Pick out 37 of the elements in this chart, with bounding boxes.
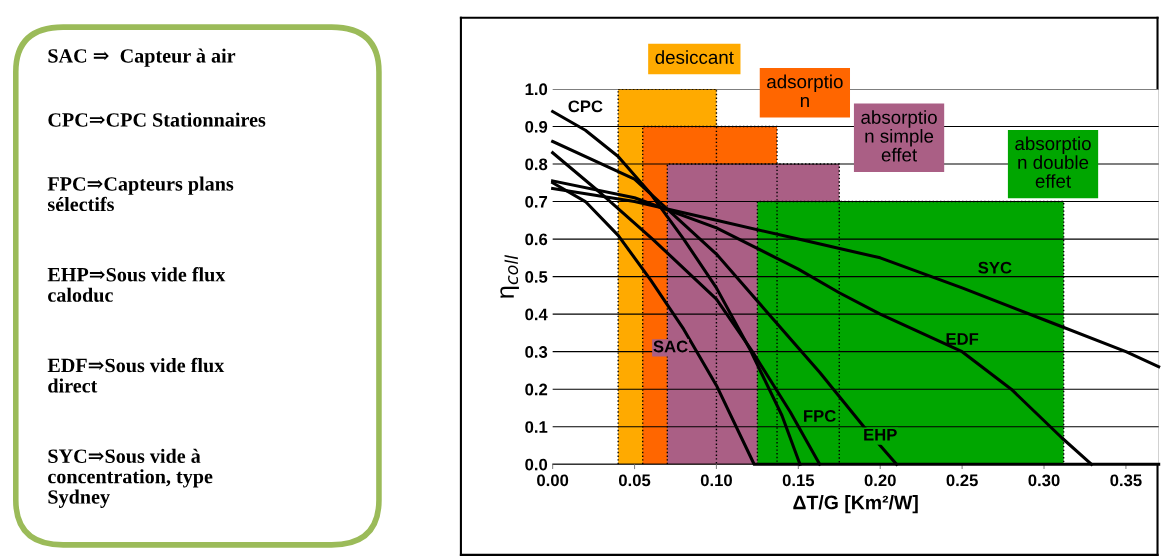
y-tick-label: 0.4 bbox=[525, 308, 548, 321]
y-axis-title: η$_{coll}$ bbox=[500, 255, 519, 298]
x-tick-label: 0.00 bbox=[537, 474, 569, 487]
text: SYC⇒Sous vide à concentration, type Sydney bbox=[48, 448, 213, 508]
series-label: CPC bbox=[568, 100, 603, 113]
y-tick-label: 0.9 bbox=[525, 120, 548, 133]
text: EDF⇒Sous vide flux direct bbox=[47, 357, 225, 393]
series-label: absorptio n simple effet bbox=[861, 110, 937, 162]
series-label: adsorptio n bbox=[767, 74, 843, 107]
series-label: SYC bbox=[978, 261, 1012, 274]
x-tick-label: 0.20 bbox=[864, 474, 896, 487]
y-tick-label: 0.3 bbox=[525, 346, 548, 358]
x-tick-label: 0.30 bbox=[1028, 474, 1060, 487]
series-label: EHP bbox=[864, 428, 897, 441]
x-tick-label: 0.10 bbox=[700, 474, 732, 487]
series-label: EDF bbox=[946, 333, 979, 345]
y-tick-label: 0.6 bbox=[525, 233, 548, 246]
y-tick-label: 0.5 bbox=[525, 271, 548, 283]
y-tick-label: 0.2 bbox=[525, 383, 548, 396]
text: SAC ⇒ Capteur à air bbox=[48, 48, 236, 67]
y-tick-label: 0.8 bbox=[525, 158, 548, 171]
text: EHP⇒Sous vide flux caloduc bbox=[47, 267, 226, 302]
series-label: absorptio n double effet bbox=[1015, 136, 1091, 188]
x-tick-label: 0.05 bbox=[618, 474, 651, 487]
y-tick-label: 0.7 bbox=[525, 195, 548, 208]
series-label: desiccant bbox=[655, 50, 734, 64]
y-tick-label: 0.1 bbox=[525, 421, 548, 433]
y-tick-label: 1.0 bbox=[525, 83, 548, 96]
series-label: FPC bbox=[804, 410, 836, 422]
text: FPC⇒Capteurs plans sélectifs bbox=[47, 176, 234, 212]
x-tick-label: 0.35 bbox=[1110, 474, 1142, 487]
series-label: SAC bbox=[653, 340, 688, 353]
x-axis-title: ΔT/G [Km²/W] bbox=[793, 495, 918, 514]
x-tick-label: 0.15 bbox=[782, 474, 815, 487]
text: CPC⇒CPC Stationnaires bbox=[48, 112, 266, 127]
x-tick-label: 0.25 bbox=[946, 474, 978, 487]
y-tick-label: 0.0 bbox=[525, 458, 548, 471]
